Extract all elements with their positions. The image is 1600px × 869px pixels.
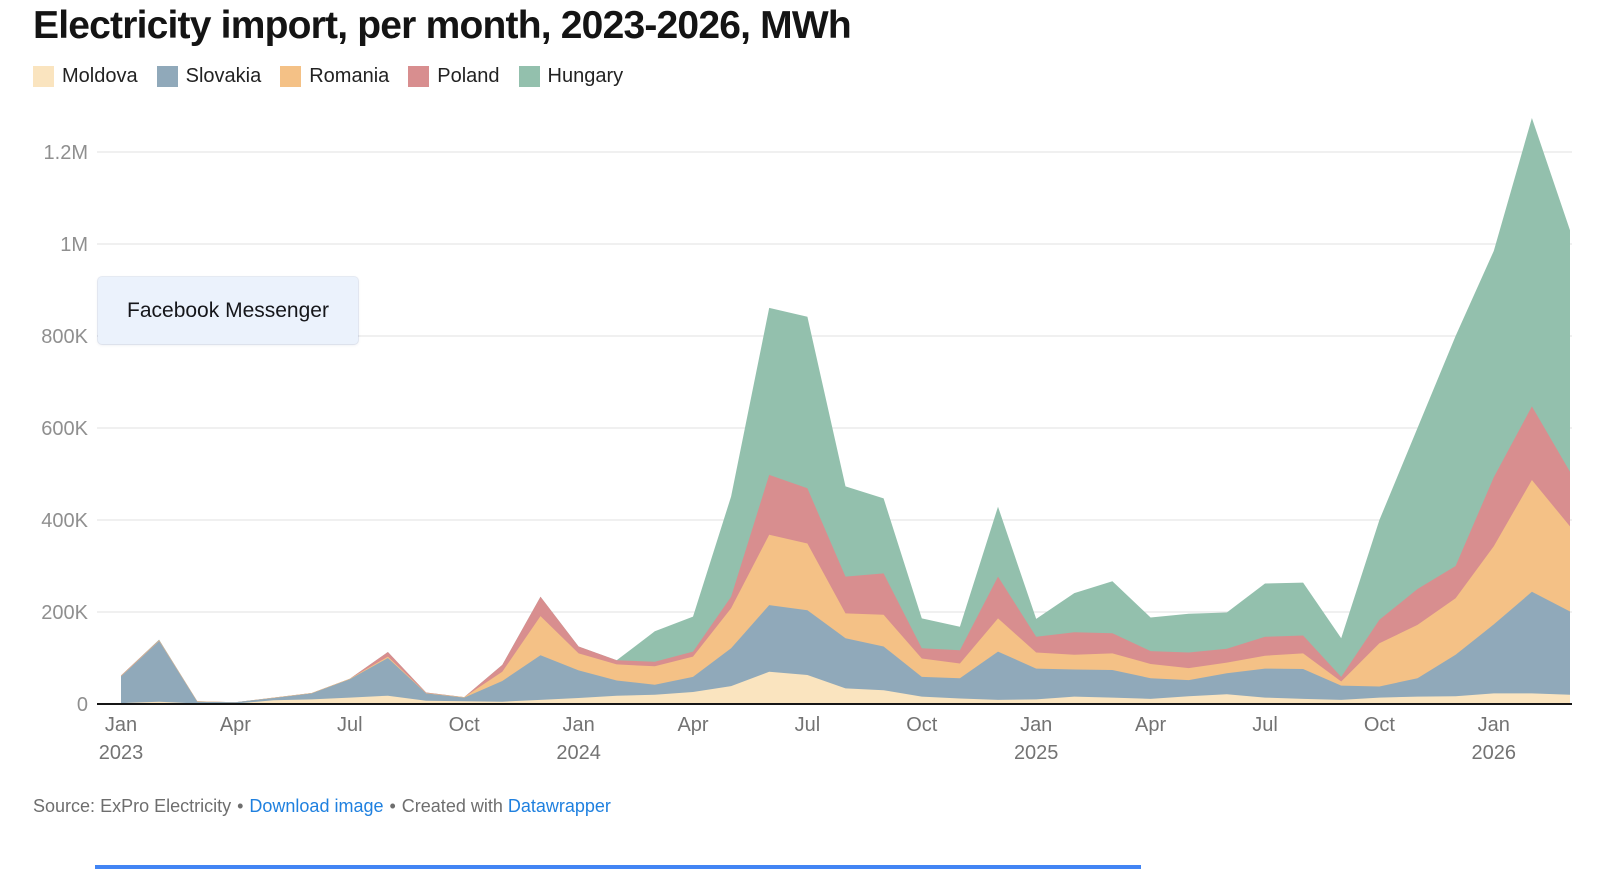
x-axis-year-label: 2026 (1472, 742, 1517, 764)
y-axis-label: 800K (41, 326, 88, 348)
legend-swatch-hungary (518, 66, 540, 87)
y-axis-label: 1M (60, 234, 88, 256)
download-image-link[interactable]: Download image (249, 796, 384, 816)
x-axis-label: Apr (677, 714, 708, 736)
x-axis-label: Jul (795, 714, 821, 736)
legend: Moldova Slovakia Romania Poland Hungary (33, 66, 623, 87)
source-name: ExPro Electricity (100, 796, 232, 816)
footer: Source: ExPro Electricity • Download image… (33, 796, 611, 817)
legend-item-poland: Poland (408, 65, 500, 87)
legend-label: Romania (309, 65, 390, 87)
x-axis-label: Oct (449, 714, 481, 736)
x-axis-label: Oct (906, 714, 938, 736)
y-axis-label: 400K (41, 510, 88, 532)
legend-label: Hungary (547, 65, 624, 87)
bottom-accent-bar (95, 865, 1141, 869)
source-prefix: Source: (33, 796, 96, 816)
legend-swatch-poland (408, 66, 430, 87)
y-axis-label: 1.2M (44, 142, 88, 164)
x-axis-label: Jul (337, 714, 363, 736)
x-axis-label: Jul (1252, 714, 1278, 736)
area-moldova (121, 671, 1570, 704)
chart-title: Electricity import, per month, 2023-2026… (33, 4, 852, 47)
x-axis-label: Oct (1364, 714, 1396, 736)
legend-label: Slovakia (185, 65, 262, 87)
legend-item-moldova: Moldova (33, 66, 138, 87)
facebook-messenger-label: Facebook Messenger (127, 298, 329, 322)
x-axis-year-label: 2025 (1014, 742, 1059, 764)
x-axis-label: Apr (1135, 714, 1166, 736)
footer-bullet: • (237, 796, 244, 816)
legend-label: Moldova (62, 65, 138, 87)
footer-bullet: • (389, 796, 396, 816)
area-slovakia (121, 591, 1570, 704)
x-axis-label: Jan (1020, 714, 1052, 736)
legend-swatch-romania (280, 66, 302, 87)
legend-swatch-moldova (33, 66, 54, 87)
facebook-messenger-tooltip[interactable]: Facebook Messenger (98, 277, 358, 344)
x-axis-label: Jan (105, 714, 137, 736)
x-axis-label: Jan (1478, 714, 1510, 736)
x-axis-year-label: 2024 (556, 742, 601, 764)
datawrapper-link[interactable]: Datawrapper (507, 796, 611, 816)
legend-swatch-slovakia (156, 66, 178, 87)
x-axis-label: Jan (562, 714, 594, 736)
y-axis-label: 200K (41, 602, 88, 624)
created-with-text: Created with (401, 796, 503, 816)
y-axis-label: 0 (77, 694, 88, 716)
legend-item-hungary: Hungary (518, 65, 624, 87)
legend-item-romania: Romania (280, 66, 389, 87)
y-axis-label: 600K (41, 418, 88, 440)
x-axis-label: Apr (220, 714, 251, 736)
x-axis-year-label: 2023 (99, 742, 144, 764)
legend-label: Poland (437, 65, 500, 87)
legend-item-slovakia: Slovakia (156, 65, 262, 87)
